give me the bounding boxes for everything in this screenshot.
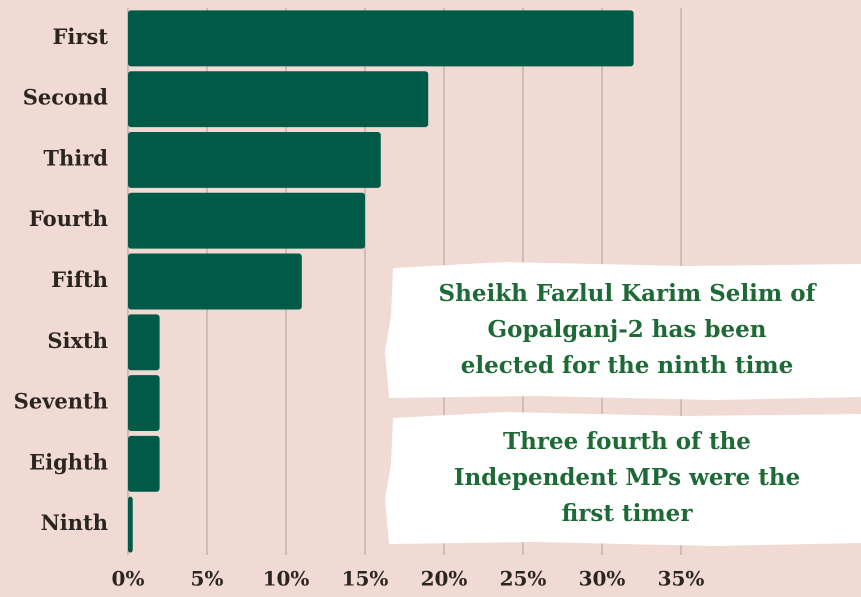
- annotation-box: [385, 412, 861, 546]
- bar: [128, 375, 160, 432]
- annotation-text: Independent MPs were the: [454, 464, 801, 491]
- x-tick-label: 30%: [579, 567, 626, 591]
- annotation: Three fourth of the Independent MPs were …: [385, 412, 861, 546]
- annotation-text: Sheikh Fazlul Karim Selim of: [439, 280, 818, 307]
- y-tick-label: Third: [43, 145, 108, 170]
- y-tick-label: Eighth: [29, 449, 108, 474]
- y-tick-label: Fourth: [29, 206, 108, 231]
- x-tick-label: 35%: [658, 567, 705, 591]
- x-tick-label: 5%: [191, 567, 224, 591]
- x-tick-label: 15%: [342, 567, 389, 591]
- y-tick-label: Sixth: [47, 328, 108, 353]
- annotation-text: Gopalganj-2 has been: [488, 316, 767, 343]
- x-tick-label: 20%: [421, 567, 468, 591]
- annotation-text: elected for the ninth time: [461, 352, 794, 379]
- annotation-text: Three fourth of the: [503, 428, 751, 455]
- bar: [128, 71, 429, 128]
- bar: [128, 253, 302, 310]
- y-tick-label: Fifth: [51, 267, 108, 292]
- x-tick-label: 25%: [500, 567, 547, 591]
- annotation: Sheikh Fazlul Karim Selim of Gopalganj-2 …: [385, 262, 861, 400]
- y-tick-label: Second: [23, 85, 109, 110]
- bar: [128, 10, 634, 67]
- bar: [128, 192, 365, 249]
- x-tick-label: 0%: [112, 567, 145, 591]
- annotation-box: [385, 262, 861, 400]
- y-tick-label: First: [53, 24, 109, 49]
- y-tick-label: Ninth: [41, 510, 108, 535]
- bar: [128, 435, 160, 492]
- x-tick-label: 10%: [263, 567, 310, 591]
- annotation-text: first timer: [562, 500, 694, 527]
- y-tick-label: Seventh: [14, 389, 108, 414]
- bar: [128, 496, 133, 553]
- bar: [128, 314, 160, 371]
- bar: [128, 131, 381, 188]
